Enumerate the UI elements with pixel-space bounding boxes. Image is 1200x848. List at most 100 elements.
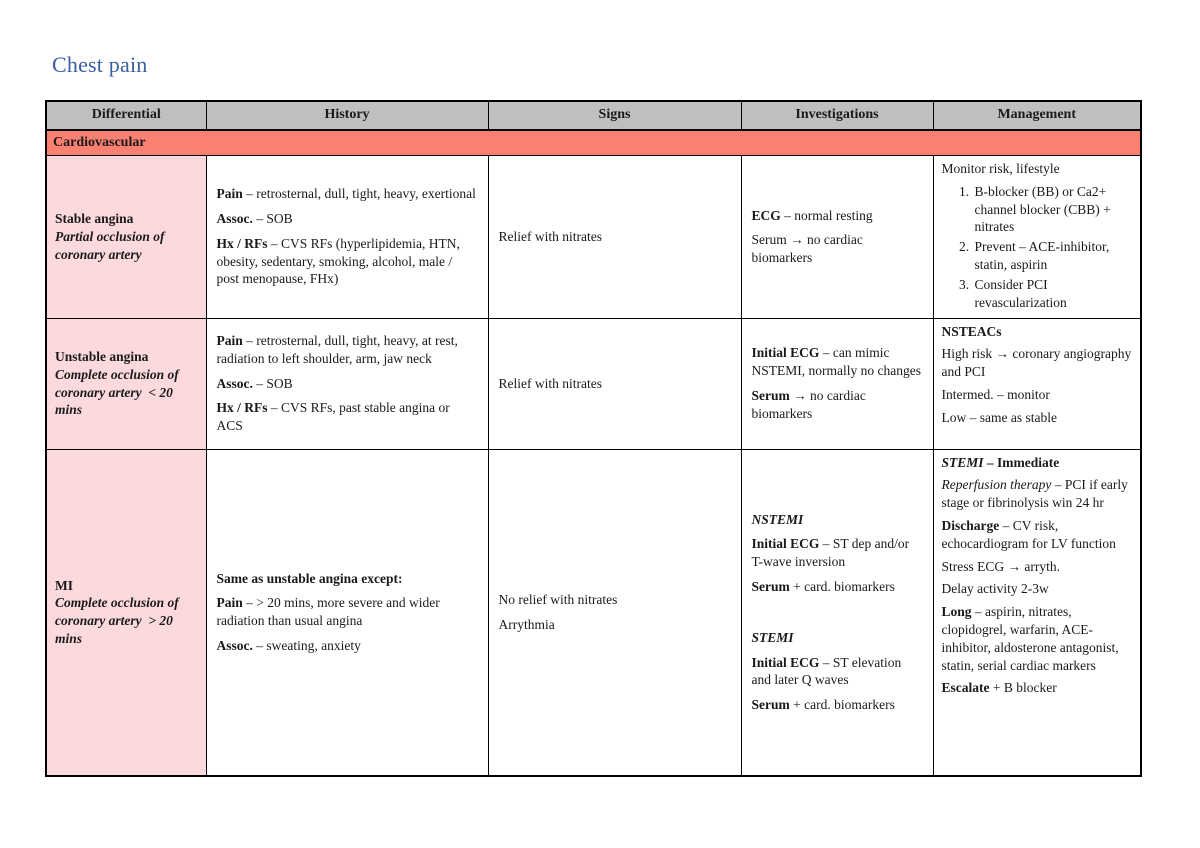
paragraph: Delay activity 2-3w bbox=[942, 580, 1133, 598]
text-run: Unstable angina bbox=[55, 348, 149, 364]
text-run: – can mimic NSTEMI, normally no changes bbox=[751, 345, 921, 379]
text-run: STEMI bbox=[941, 454, 984, 470]
text-run: – sweating, anxiety bbox=[252, 638, 361, 654]
list-item: Prevent – ACE-inhibitor, statin, aspirin bbox=[973, 238, 1133, 274]
text-run: Same as unstable angina except: bbox=[216, 570, 403, 586]
paragraph-spacer bbox=[752, 603, 923, 629]
section-label: Cardiovascular bbox=[45, 129, 1142, 156]
page-title: Chest pain bbox=[52, 52, 148, 77]
unstable-angina-investigations-cell: Initial ECG – can mimic NSTEMI, normally… bbox=[740, 317, 934, 450]
text-run: STEMI bbox=[751, 629, 794, 645]
mi-investigations-cell: NSTEMI Initial ECG – ST dep and/or T-wave… bbox=[740, 448, 934, 777]
paragraph: Partial occlusion of coronary artery bbox=[55, 228, 198, 264]
paragraph: Intermed. – monitor bbox=[942, 386, 1133, 404]
numbered-list: B-blocker (BB) or Ca2+ channel blocker (… bbox=[942, 183, 1133, 312]
paragraph: Serum + card. biomarkers bbox=[752, 696, 923, 714]
paragraph: Low – same as stable bbox=[942, 409, 1133, 427]
text-run: NSTEMI bbox=[751, 511, 804, 527]
text-run: + card. biomarkers bbox=[789, 697, 895, 713]
mi-signs-cell: No relief with nitrates Arrythmia bbox=[487, 448, 742, 777]
paragraph: Same as unstable angina except: bbox=[217, 570, 478, 588]
text-run: – retrosternal, dull, tight, heavy, exer… bbox=[242, 186, 476, 202]
text-run: Stable angina bbox=[55, 211, 134, 227]
text-run: – > 20 mins, more severe and wider radia… bbox=[216, 595, 440, 629]
column-header-management: Management bbox=[932, 100, 1142, 131]
list-item: B-blocker (BB) or Ca2+ channel blocker (… bbox=[973, 183, 1133, 236]
paragraph: NSTEACs bbox=[942, 323, 1133, 341]
text-run: Pain bbox=[216, 332, 243, 348]
stable-angina-investigations-cell: ECG – normal resting Serum → no cardiac b… bbox=[740, 155, 934, 319]
text-run: Intermed. – monitor bbox=[941, 386, 1050, 402]
text-run: – ST elevation and later Q waves bbox=[751, 654, 902, 688]
paragraph: Escalate + B blocker bbox=[942, 679, 1133, 697]
text-run: Reperfusion therapy bbox=[941, 477, 1052, 493]
paragraph: Assoc. – SOB bbox=[217, 210, 478, 228]
text-run: Relief with nitrates bbox=[498, 228, 602, 244]
text-run: Complete occlusion of coronary artery < … bbox=[55, 366, 179, 418]
text-run: Arrythmia bbox=[498, 616, 555, 632]
text-run: Hx / RFs bbox=[216, 235, 268, 251]
mi-management-cell: STEMI – Immediate Reperfusion therapy – P… bbox=[932, 448, 1142, 777]
paragraph: No relief with nitrates bbox=[499, 591, 731, 609]
paragraph: Pain – > 20 mins, more severe and wider … bbox=[217, 594, 478, 630]
paragraph: Stress ECG → arryth. bbox=[942, 558, 1133, 576]
paragraph: Discharge – CV risk, echocardiogram for … bbox=[942, 517, 1133, 553]
paragraph: Stable angina bbox=[55, 210, 198, 228]
mi-differential-cell: MI Complete occlusion of coronary artery … bbox=[45, 448, 207, 777]
text-run: ECG bbox=[751, 207, 781, 223]
text-run: Complete occlusion of coronary artery > … bbox=[55, 595, 179, 647]
column-header-investigations: Investigations bbox=[740, 100, 934, 131]
column-header-differential: Differential bbox=[45, 100, 207, 131]
paragraph: Unstable angina bbox=[55, 348, 198, 366]
paragraph: Hx / RFs – CVS RFs, past stable angina o… bbox=[217, 399, 478, 435]
text-run: Discharge bbox=[941, 517, 1000, 533]
text-run: Serum bbox=[751, 578, 790, 594]
text-run: Hx / RFs bbox=[216, 400, 268, 416]
text-run: Monitor risk, lifestyle bbox=[941, 161, 1060, 176]
text-run: NSTEACs bbox=[941, 323, 1002, 339]
text-run: Serum bbox=[751, 697, 790, 713]
paragraph: Complete occlusion of coronary artery > … bbox=[55, 594, 198, 647]
text-run: B-blocker (BB) or Ca2+ channel blocker (… bbox=[974, 183, 1111, 235]
text-run: – normal resting bbox=[780, 207, 873, 223]
text-run: Low – same as stable bbox=[941, 409, 1057, 425]
text-run: – CVS RFs, past stable angina or ACS bbox=[216, 400, 450, 434]
text-run: Assoc. bbox=[216, 211, 253, 227]
paragraph: Serum → no cardiac biomarkers bbox=[752, 231, 923, 267]
paragraph: STEMI – Immediate bbox=[942, 454, 1133, 472]
paragraph: NSTEMI bbox=[752, 511, 923, 529]
text-run: – SOB bbox=[252, 211, 293, 227]
text-run: Initial ECG bbox=[751, 345, 820, 361]
paragraph: ECG – normal resting bbox=[752, 207, 923, 225]
text-run: Relief with nitrates bbox=[498, 375, 602, 391]
paragraph: Relief with nitrates bbox=[499, 228, 731, 246]
text-run: Consider PCI revascularization bbox=[974, 276, 1067, 310]
paragraph: Pain – retrosternal, dull, tight, heavy,… bbox=[217, 332, 478, 368]
text-run: Prevent – ACE-inhibitor, statin, aspirin bbox=[974, 239, 1110, 273]
text-run: → no cardiac biomarkers bbox=[751, 388, 866, 421]
chest-pain-table: Differential History Signs Investigation… bbox=[45, 100, 1142, 777]
mi-history-cell: Same as unstable angina except: Pain – > … bbox=[205, 448, 489, 777]
text-run: Serum → no cardiac biomarkers bbox=[751, 232, 863, 266]
table-row-unstable-angina: Unstable angina Complete occlusion of cor… bbox=[45, 317, 1142, 450]
text-run: Delay activity 2-3w bbox=[941, 581, 1049, 597]
paragraph: Arrythmia bbox=[499, 616, 731, 634]
text-run: Assoc. bbox=[216, 375, 253, 391]
paragraph: Initial ECG – ST elevation and later Q w… bbox=[752, 654, 923, 690]
text-run: Serum bbox=[751, 388, 790, 403]
paragraph: Assoc. – SOB bbox=[217, 375, 478, 393]
section-row-cardiovascular: Cardiovascular bbox=[45, 129, 1142, 156]
table-header-row: Differential History Signs Investigation… bbox=[45, 100, 1142, 131]
text-run: Stress ECG → arryth. bbox=[941, 558, 1061, 574]
text-run: Assoc. bbox=[216, 638, 253, 654]
text-run: – Immediate bbox=[983, 454, 1060, 470]
column-header-signs: Signs bbox=[487, 100, 742, 131]
text-run: No relief with nitrates bbox=[498, 591, 618, 607]
paragraph: Initial ECG – ST dep and/or T-wave inver… bbox=[752, 535, 923, 571]
paragraph: Long – aspirin, nitrates, clopidogrel, w… bbox=[942, 603, 1133, 674]
stable-angina-history-cell: Pain – retrosternal, dull, tight, heavy,… bbox=[205, 155, 489, 319]
stable-angina-differential-cell: Stable angina Partial occlusion of corona… bbox=[45, 155, 207, 319]
paragraph: Assoc. – sweating, anxiety bbox=[217, 637, 478, 655]
stable-angina-management-cell: Monitor risk, lifestyle B-blocker (BB) or… bbox=[932, 155, 1142, 319]
text-run: – CV risk, echocardiogram for LV functio… bbox=[941, 517, 1116, 551]
